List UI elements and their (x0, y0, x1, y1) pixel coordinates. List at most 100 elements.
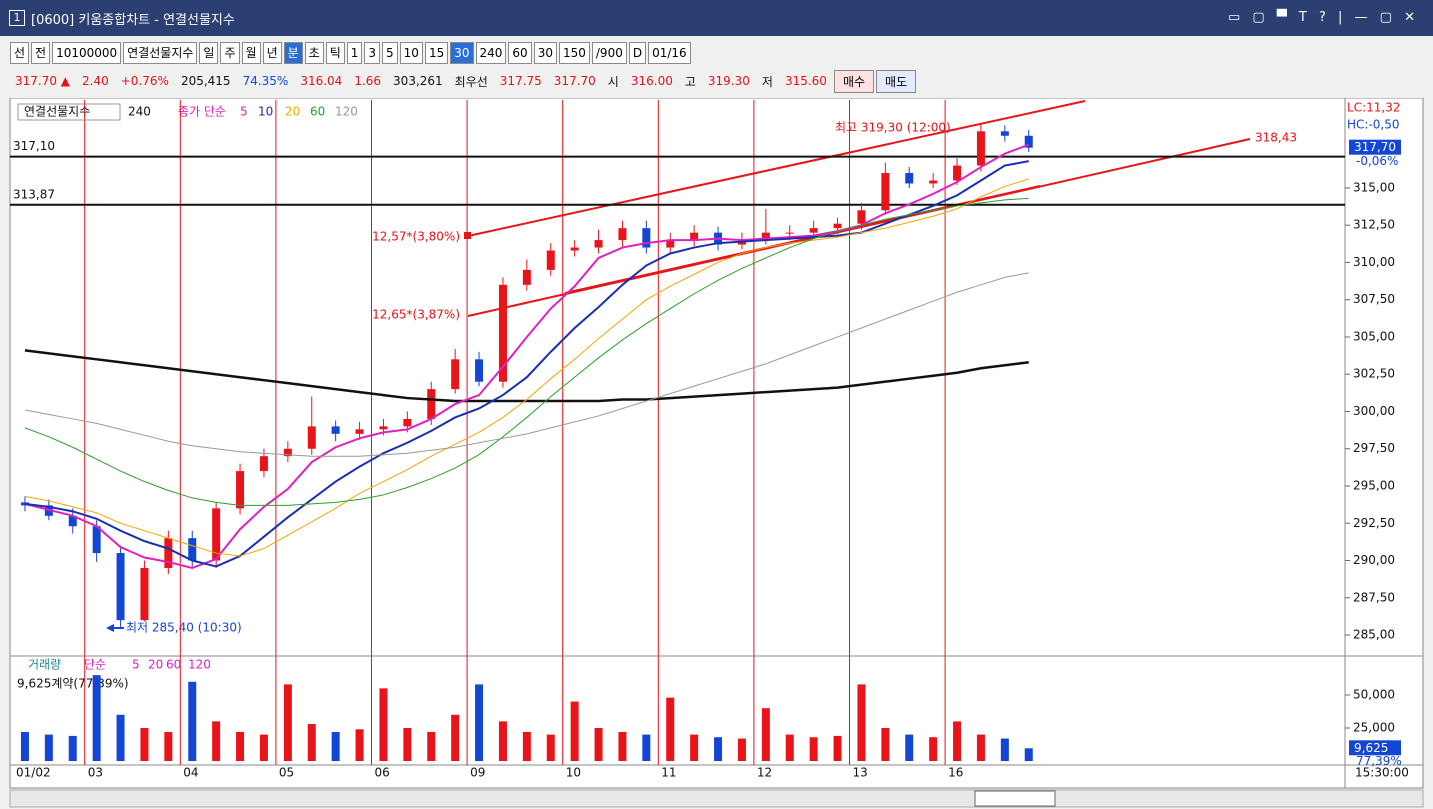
legend-title: 연결선물지수 (24, 105, 90, 119)
legend-entry: 5 (240, 105, 248, 119)
volume-legend-entry: 120 (188, 658, 211, 672)
channel-label: 12,57*(3,80%) (372, 230, 460, 244)
volume-legend-entry: 5 (132, 658, 140, 672)
volume-bar (116, 714, 125, 761)
volume-bar (451, 714, 460, 761)
volume-bar (164, 731, 173, 761)
toolbar-button[interactable]: 10100000 (52, 42, 122, 64)
toolbar-button[interactable]: 연결선물지수 (123, 42, 198, 64)
toolbar-button[interactable]: 5 (382, 42, 398, 64)
nav-buttons[interactable] (974, 790, 1056, 807)
legend-entry: 120 (335, 105, 358, 119)
toolbar-button[interactable]: 15 (424, 42, 449, 64)
candle-body (761, 232, 770, 241)
legend-ma-label: 종가 단순 (178, 105, 226, 119)
scrollbar[interactable] (9, 789, 1424, 808)
y-tick-label: 297,50 (1353, 441, 1395, 455)
y-tick-label: 312,50 (1353, 218, 1395, 232)
volume-bar (761, 708, 770, 761)
volume-bar (379, 688, 388, 761)
volume-bar (188, 681, 197, 761)
toolbar-button[interactable]: 틱 (325, 42, 345, 64)
toolbar-button[interactable]: 선 (10, 42, 30, 64)
toolbar-button[interactable]: 분 (283, 42, 303, 64)
high-label: 최고 319,30 (12:00) (835, 121, 951, 135)
toolbar-button[interactable]: 전 (31, 42, 51, 64)
candle-body (236, 471, 245, 509)
toolbar-button[interactable]: 3 (364, 42, 381, 64)
y-tick-label: 295,00 (1353, 478, 1395, 492)
y-tick-label: 287,50 (1353, 590, 1395, 604)
channel-label: 12,65*(3,87%) (372, 308, 460, 322)
candle-body (498, 284, 507, 382)
volume-bar (642, 734, 651, 761)
legend-entry: 10 (258, 105, 273, 119)
toolbar-button[interactable]: 150 (558, 42, 590, 64)
candle-body (140, 567, 149, 621)
volume-bar (785, 734, 794, 761)
x-tick-label: 13 (853, 766, 868, 780)
quote-field: 2.40 (82, 74, 109, 88)
y-tick-label: 285,00 (1353, 628, 1395, 642)
quote-field: 303,261 (393, 74, 443, 88)
ma-line (24, 197, 1029, 506)
y-tick-label: 290,00 (1353, 553, 1395, 567)
toolbar-button[interactable]: 년 (262, 42, 282, 64)
window-index: 1 (9, 10, 25, 26)
toolbar-button[interactable]: 30 (533, 42, 557, 64)
candle-body (522, 269, 531, 285)
toolbar-button[interactable]: 일 (199, 42, 219, 64)
toolbar-button[interactable]: 초 (304, 42, 324, 64)
volume-ma-label: 단순 (84, 658, 106, 672)
horizontal-line-label: 317,10 (13, 139, 55, 153)
quote-field: 고 (684, 74, 696, 89)
toolbar-button[interactable]: 30 (450, 42, 474, 64)
toolbar-button[interactable]: 10 (399, 42, 423, 64)
volume-bar (522, 731, 531, 761)
candle-body (307, 426, 316, 449)
quote-field: 저 (761, 74, 773, 89)
last-change-label: -0,06% (1356, 154, 1398, 168)
candle-body (283, 448, 292, 457)
legend-entry: 20 (285, 105, 300, 119)
volume-legend-entry: 60 (166, 658, 181, 672)
candle-body (164, 538, 173, 568)
toolbar-button[interactable]: 월 (241, 42, 261, 64)
toolbar-button[interactable]: 01/16 (648, 42, 691, 64)
volume-bar (1024, 748, 1033, 761)
window-controls[interactable]: ▭ ▢ ▀ T ? | — ▢ ✕ (1227, 10, 1419, 25)
window-title: [0600] 키움종합차트 - 연결선물지수 (31, 12, 235, 28)
toolbar-button[interactable]: /900 (591, 42, 627, 64)
ma-line (24, 272, 1029, 457)
toolbar-button[interactable]: D (628, 42, 647, 64)
candle-body (188, 538, 197, 561)
buy-button[interactable]: 매수 (833, 69, 875, 93)
toolbar-button[interactable]: 1 (346, 42, 363, 64)
candle-body (857, 210, 866, 224)
toolbar-button[interactable]: 60 (508, 42, 532, 64)
y-tick-label: 307,50 (1353, 292, 1395, 306)
volume-bar (809, 737, 818, 761)
volume-bar (427, 731, 436, 761)
last-volume-box (1349, 740, 1401, 756)
toolbar-button[interactable]: 주 (220, 42, 240, 64)
volume-bar (212, 721, 221, 761)
quote-field: 315.60 (784, 74, 827, 88)
volume-bar (594, 727, 603, 761)
x-tick-label: 03 (88, 766, 103, 780)
volume-bar (570, 701, 579, 761)
x-tick-label: 04 (183, 766, 198, 780)
volume-bar (690, 734, 699, 761)
volume-bar (618, 731, 627, 761)
volume-bar (331, 731, 340, 761)
volume-bar (355, 729, 364, 761)
volume-bar (44, 734, 53, 761)
volume-legend: 거래량 (28, 658, 61, 672)
lc-label: LC:11,32 (1347, 101, 1400, 115)
sell-button[interactable]: 매도 (876, 69, 917, 93)
y-tick-label: 305,00 (1353, 329, 1395, 343)
candle-body (666, 240, 675, 248)
quote-field: 317.70 ▲ (15, 74, 71, 88)
y-tick-label: 310,00 (1353, 255, 1395, 269)
toolbar-button[interactable]: 240 (475, 42, 507, 64)
